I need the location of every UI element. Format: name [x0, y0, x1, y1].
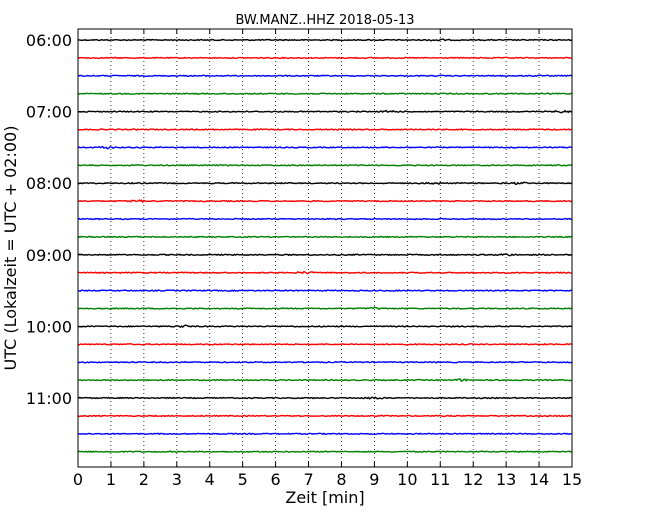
trace-line — [77, 432, 573, 436]
trace-line — [77, 56, 573, 60]
x-tick-label: 12 — [463, 470, 483, 489]
trace-line — [77, 289, 573, 292]
trace-line — [77, 92, 573, 96]
trace-group — [77, 38, 573, 454]
y-tick-label: 06:00 — [26, 31, 72, 50]
trace-line — [77, 360, 573, 364]
trace-line — [77, 414, 573, 418]
y-tick-label: 07:00 — [26, 103, 72, 122]
y-axis-ticks: 06:00 07:00 08:00 09:00 10:00 11:00 — [26, 31, 572, 408]
trace-line — [77, 396, 573, 400]
trace-line — [77, 109, 573, 114]
trace-line — [77, 306, 573, 311]
x-tick-label: 2 — [139, 470, 149, 489]
trace-line — [77, 324, 573, 329]
trace-line — [77, 128, 573, 131]
trace-line — [77, 253, 573, 257]
grid-lines — [110, 29, 540, 467]
x-tick-label: 5 — [238, 470, 248, 489]
chart-title: BW.MANZ..HHZ 2018-05-13 — [235, 13, 414, 28]
trace-line — [77, 342, 573, 346]
trace-line — [77, 199, 573, 204]
x-tick-label: 6 — [271, 470, 281, 489]
x-tick-label: 14 — [529, 470, 549, 489]
trace-line — [77, 235, 573, 239]
plot-frame — [77, 28, 573, 468]
y-tick-label: 09:00 — [26, 246, 72, 265]
trace-line — [77, 270, 573, 275]
x-axis-ticks: 0 1 2 3 4 5 6 7 8 9 10 11 12 13 14 15 — [73, 29, 582, 489]
x-tick-label: 7 — [303, 470, 313, 489]
x-axis-label: Zeit [min] — [285, 488, 364, 507]
x-tick-label: 9 — [369, 470, 379, 489]
y-tick-label: 08:00 — [26, 174, 72, 193]
x-tick-label: 15 — [562, 470, 582, 489]
trace-line — [77, 217, 573, 221]
x-tick-label: 11 — [430, 470, 450, 489]
trace-line — [77, 163, 572, 167]
trace-line — [77, 450, 573, 454]
y-tick-label: 11:00 — [26, 389, 72, 408]
x-tick-label: 1 — [106, 470, 116, 489]
trace-line — [77, 181, 573, 185]
x-tick-label: 0 — [73, 470, 83, 489]
x-tick-label: 10 — [397, 470, 417, 489]
trace-line — [77, 74, 573, 78]
y-axis-label: UTC (Lokalzeit = UTC + 02:00) — [1, 126, 20, 371]
x-tick-label: 4 — [205, 470, 215, 489]
trace-line — [77, 145, 573, 150]
y-tick-label: 10:00 — [26, 317, 72, 336]
x-tick-label: 13 — [496, 470, 516, 489]
x-tick-label: 3 — [172, 470, 182, 489]
trace-line — [77, 38, 573, 42]
trace-line — [77, 378, 573, 383]
x-tick-label: 8 — [336, 470, 346, 489]
